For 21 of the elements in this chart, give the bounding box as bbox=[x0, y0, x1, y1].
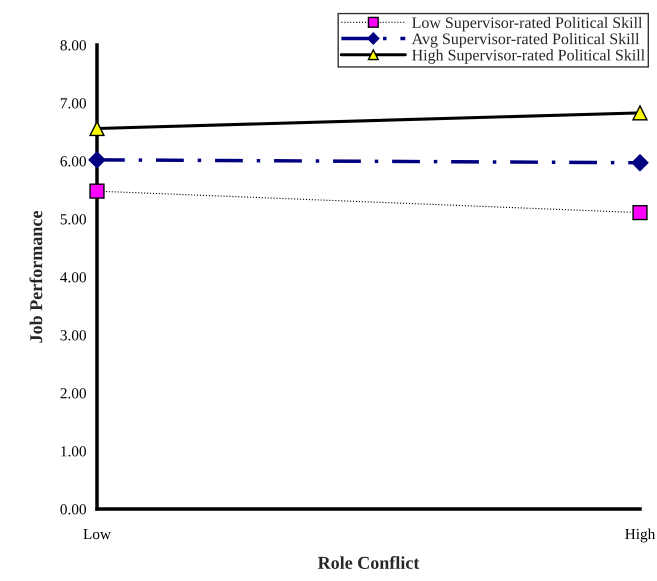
y-tick-label: 0.00 bbox=[60, 504, 86, 515]
y-tick-label: 8.00 bbox=[60, 40, 86, 51]
x-tick-label: Low bbox=[83, 529, 111, 540]
point bbox=[632, 204, 648, 220]
y-tick-label: 3.00 bbox=[60, 330, 86, 341]
legend-label: Avg Supervisor-rated Political Skill bbox=[412, 33, 640, 48]
y-tick-label: 1.00 bbox=[61, 446, 86, 457]
x-axis-title: Role Conflict bbox=[318, 556, 420, 569]
y-tick-label: 4.00 bbox=[60, 272, 86, 283]
point bbox=[632, 105, 648, 120]
legend-label: High Supervisor-rated Political Skill bbox=[412, 49, 645, 64]
point bbox=[89, 184, 105, 199]
point bbox=[88, 151, 106, 168]
y-tick-label: 7.00 bbox=[60, 98, 86, 109]
y-tick-label: 2.00 bbox=[60, 388, 86, 399]
point bbox=[631, 154, 649, 172]
y-tick-label: 5.00 bbox=[60, 214, 86, 225]
x-tick-label: High bbox=[625, 528, 656, 542]
y-tick-label: 6.00 bbox=[60, 156, 86, 167]
legend-label: Low Supervisor-rated Political Skill bbox=[412, 16, 642, 32]
y-axis-title: Job Performance bbox=[29, 211, 42, 343]
